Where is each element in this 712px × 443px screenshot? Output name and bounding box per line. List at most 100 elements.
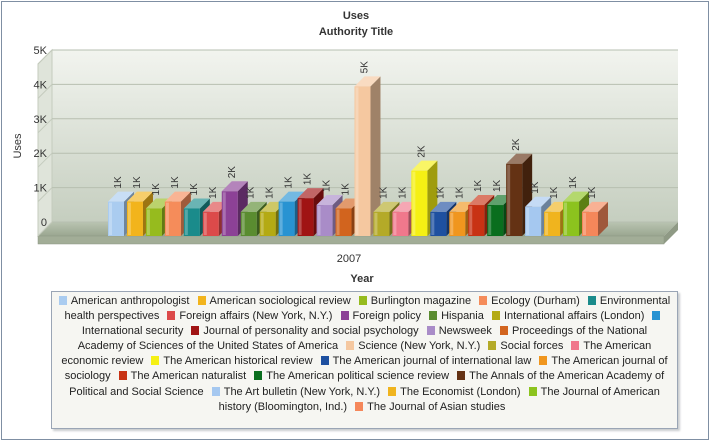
legend-label: Proceedings of the National Academy of S… [77,325,648,353]
legend-swatch [254,371,263,381]
legend-swatch [191,326,200,336]
legend-swatch [587,296,596,305]
y-tick-label: 1K [34,183,48,195]
legend-label: The American historical review [163,355,313,368]
data-label: 2K [511,138,522,151]
legend-label: American sociological review [209,295,351,307]
data-label: 1K [341,183,352,196]
data-label: 1K [265,186,276,199]
legend-item: Environmental health perspectives [65,295,671,322]
legend-label: Hispania [441,310,484,323]
legend-label: The American economic review [61,340,652,368]
legend-label: Science (New York, N.Y.) [358,340,481,353]
legend-item: The American historical review [151,355,313,368]
chart-title: Uses [342,10,370,22]
chart-plot: 0 1K 2K 3K 4K 5K Uses 2007 Year 1K 1K 1K 1K 1K 1K 2K 1K… [12,45,678,285]
legend-label: The American journal of international la… [332,355,532,368]
data-label: 1K [284,176,295,189]
data-label: 1K [454,186,465,199]
data-label: 1K [189,183,200,196]
y-axis-title: Uses [12,133,24,159]
legend-item: The American journal of international la… [320,355,532,368]
legend-item: Foreign policy [340,310,421,323]
legend-swatch [499,326,508,336]
legend-item: The Art bulletin (New York, N.Y.) [211,386,380,398]
legend-swatch [571,341,580,351]
legend-label: Burlington magazine [370,295,472,307]
legend-label: The Economist (London) [400,385,521,398]
legend-swatch [355,401,364,411]
legend-item: American anthropologist [58,295,190,307]
legend-item: Proceedings of the National Academy of S… [78,325,647,352]
legend-item: Foreign affairs (New York, N.Y.) [167,310,332,322]
data-label: 1K [549,186,560,199]
legend-item: The Journal of Asian studies [355,401,505,413]
legend-swatch [346,341,355,351]
legend-swatch [652,311,661,321]
legend-swatch [118,371,127,381]
legend-label: Foreign affairs (New York, N.Y.) [179,310,333,323]
y-tick-label: 3K [34,114,48,126]
legend-item: The Annals of the American Academy of Po… [69,370,664,397]
legend-swatch [211,386,220,396]
data-label: 1K [303,173,314,186]
legend-label: Journal of personality and social psycho… [203,325,419,338]
legend-item: Ecology (Durham) [479,295,580,307]
legend-label: Newsweek [438,325,492,338]
data-label: 5K [359,61,370,74]
floor-front [37,235,665,245]
x-axis-title: Year [350,273,374,285]
legend-item: The Economist (London) [388,385,521,398]
y-tick-label: 5K [34,45,48,57]
legend-label: The Journal of Asian studies [367,400,506,413]
data-label: 1K [568,176,579,189]
legend-label: Ecology (Durham) [491,295,580,307]
legend-swatch [488,341,497,351]
legend-label: The American political science review [266,370,450,383]
legend: American anthropologist American sociolo… [51,291,678,429]
data-label: 1K [208,186,219,199]
legend-item: Journal of personality and social psycho… [191,325,419,338]
y-tick-label: 4K [34,79,48,91]
data-label: 1K [378,186,389,199]
legend-label: American anthropologist [70,295,190,307]
side-wall [37,48,53,238]
y-tick-label: 0 [41,217,47,229]
legend-swatch [528,386,537,396]
legend-label: The Journal of American history (Bloomin… [218,385,660,413]
legend-label: Foreign policy [352,310,421,323]
legend-item: The American naturalist [118,370,246,382]
data-label: 1K [492,179,503,192]
legend-swatch [388,386,397,396]
bar [468,195,495,236]
legend-swatch [479,296,488,305]
bar [221,181,248,236]
data-label: 1K [435,186,446,199]
data-label: 1K [473,179,484,192]
legend-item: The Journal of American history (Bloomin… [219,386,660,413]
legend-swatch [429,311,438,321]
data-label: 1K [246,186,257,199]
legend-item: American sociological review [197,295,351,307]
data-label: 1K [132,176,143,189]
legend-swatch [151,356,160,366]
legend-item: Science (New York, N.Y.) [346,340,480,352]
legend-item: Social forces [488,340,563,352]
legend-label: The American journal of sociology [64,355,668,383]
bar [354,76,381,236]
y-tick-label: 2K [34,148,48,160]
legend-item: The American economic review [61,340,651,367]
legend-label: International security [81,325,184,338]
legend-swatch [167,311,176,321]
legend-item: Burlington magazine [358,295,472,307]
data-label: 1K [397,186,408,199]
legend-label: Environmental health perspectives [64,295,671,323]
legend-swatch [457,371,466,381]
data-label: 1K [530,181,541,194]
legend-swatch [491,311,500,321]
legend-swatch [539,356,548,366]
legend-swatch [58,296,67,305]
x-tick-label: 2007 [337,253,361,265]
legend-label: The Annals of the American Academy of Po… [69,370,665,398]
data-label: 2K [416,145,427,158]
